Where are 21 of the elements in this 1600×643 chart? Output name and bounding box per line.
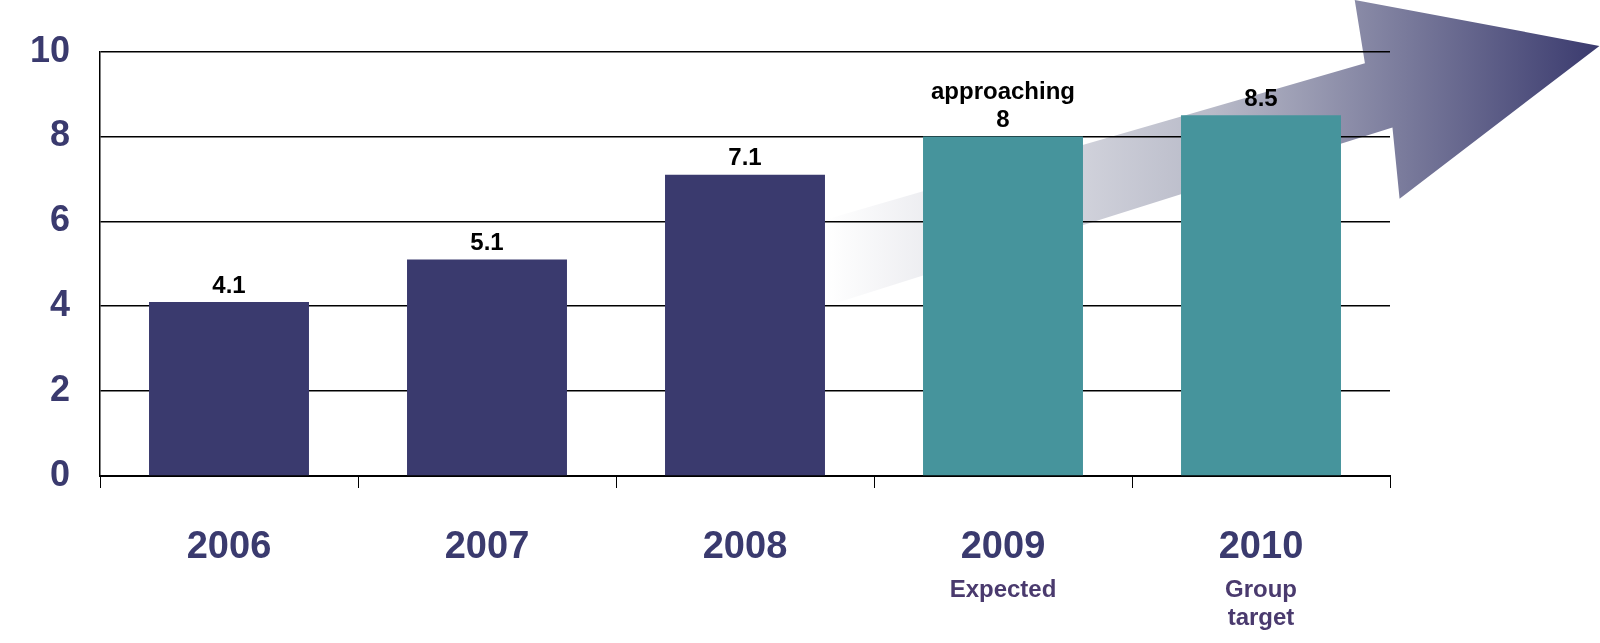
y-tick-label: 4 bbox=[49, 283, 70, 325]
y-tick-label: 2 bbox=[49, 368, 70, 410]
bar bbox=[923, 136, 1083, 476]
x-tick-label: 2007 bbox=[444, 524, 530, 567]
bar bbox=[665, 174, 825, 476]
data-label: approaching 8 bbox=[930, 77, 1076, 133]
x-tick-label: 2006 bbox=[186, 524, 272, 567]
y-tick-label: 8 bbox=[49, 113, 70, 155]
data-label: 8.5 bbox=[1244, 83, 1278, 111]
y-tick-label: 10 bbox=[29, 28, 70, 70]
data-label: 5.1 bbox=[470, 228, 504, 256]
x-tick-label: 2008 bbox=[702, 524, 788, 567]
y-tick-label: 6 bbox=[49, 198, 70, 240]
bar bbox=[407, 259, 567, 476]
bar bbox=[149, 302, 309, 476]
x-tick-label: 2010 Group target bbox=[1218, 524, 1304, 630]
bar bbox=[1181, 115, 1341, 476]
data-label: 4.1 bbox=[212, 270, 246, 298]
y-tick-label: 0 bbox=[49, 452, 70, 494]
x-tick-label: 2009 Expected bbox=[949, 524, 1057, 602]
data-label: 7.1 bbox=[728, 143, 762, 171]
